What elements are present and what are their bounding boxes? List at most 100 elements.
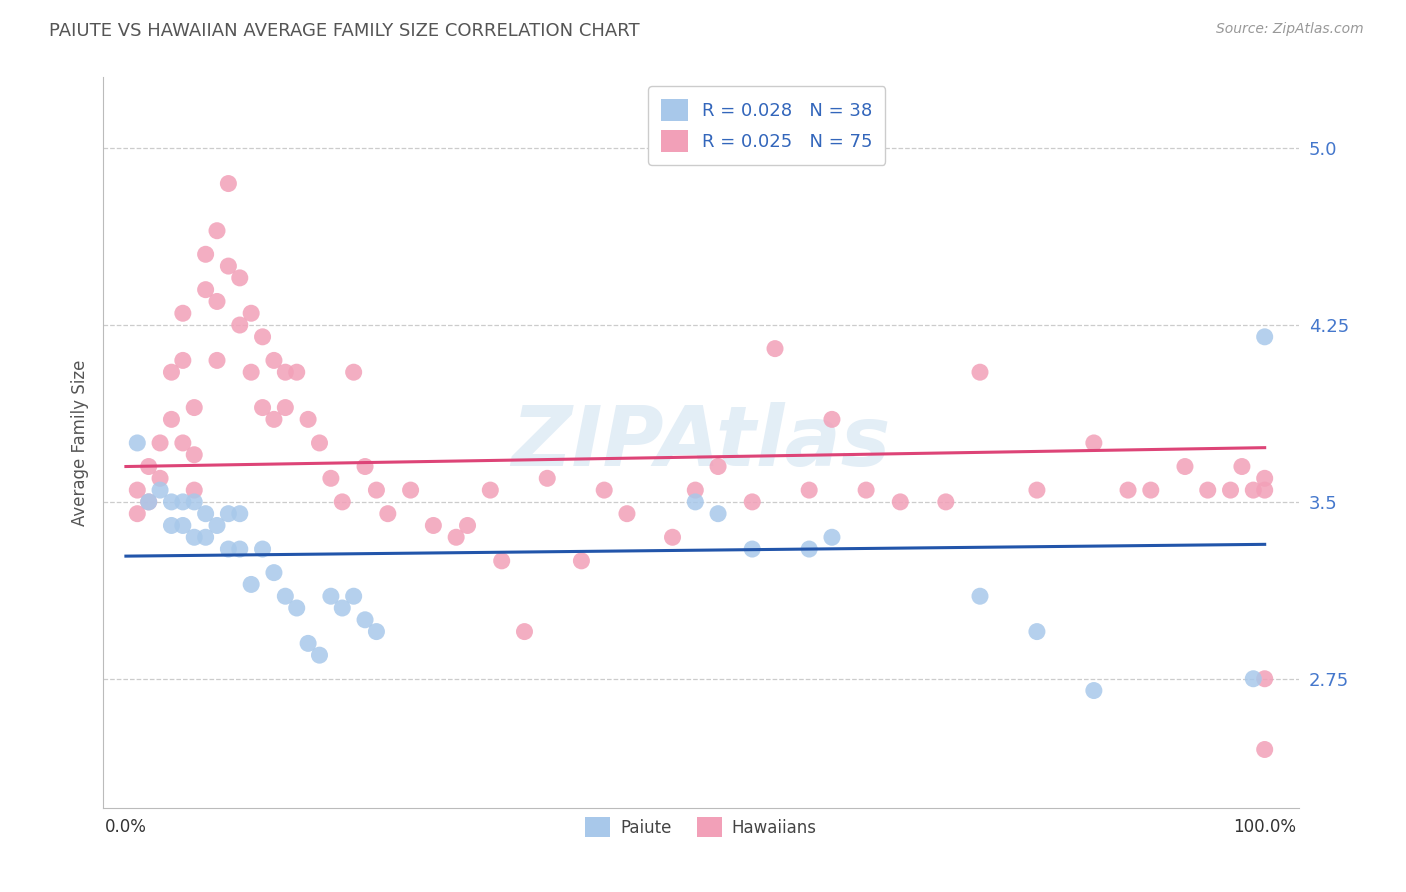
Point	[205, 224, 228, 238]
Point	[593, 483, 616, 497]
Point	[194, 247, 217, 261]
Point	[319, 589, 342, 603]
Point	[183, 401, 205, 415]
Point	[149, 483, 172, 497]
Point	[354, 459, 377, 474]
Point	[491, 554, 513, 568]
Point	[285, 601, 308, 615]
Point	[240, 306, 263, 320]
Point	[252, 401, 274, 415]
Point	[297, 412, 319, 426]
Point	[969, 365, 991, 379]
Point	[354, 613, 377, 627]
Text: Source: ZipAtlas.com: Source: ZipAtlas.com	[1216, 22, 1364, 37]
Point	[1241, 672, 1264, 686]
Point	[799, 483, 821, 497]
Point	[685, 483, 707, 497]
Point	[217, 177, 239, 191]
Point	[183, 530, 205, 544]
Point	[205, 353, 228, 368]
Point	[741, 542, 763, 557]
Point	[536, 471, 558, 485]
Point	[571, 554, 593, 568]
Point	[343, 589, 366, 603]
Point	[319, 471, 342, 485]
Point	[229, 271, 252, 285]
Point	[194, 283, 217, 297]
Point	[616, 507, 638, 521]
Point	[194, 530, 217, 544]
Point	[205, 294, 228, 309]
Point	[263, 353, 285, 368]
Point	[285, 365, 308, 379]
Point	[183, 495, 205, 509]
Point	[217, 507, 239, 521]
Point	[343, 365, 366, 379]
Point	[149, 471, 172, 485]
Point	[935, 495, 957, 509]
Point	[172, 518, 194, 533]
Point	[240, 577, 263, 591]
Point	[1253, 330, 1275, 344]
Point	[1253, 742, 1275, 756]
Point	[160, 412, 183, 426]
Point	[274, 365, 297, 379]
Point	[1253, 672, 1275, 686]
Point	[1253, 483, 1275, 497]
Text: PAIUTE VS HAWAIIAN AVERAGE FAMILY SIZE CORRELATION CHART: PAIUTE VS HAWAIIAN AVERAGE FAMILY SIZE C…	[49, 22, 640, 40]
Point	[252, 542, 274, 557]
Point	[172, 495, 194, 509]
Y-axis label: Average Family Size: Average Family Size	[72, 359, 89, 526]
Point	[1116, 483, 1139, 497]
Point	[263, 566, 285, 580]
Point	[229, 507, 252, 521]
Point	[1083, 436, 1105, 450]
Point	[1083, 683, 1105, 698]
Point	[889, 495, 911, 509]
Point	[1026, 624, 1049, 639]
Point	[217, 259, 239, 273]
Point	[1241, 483, 1264, 497]
Point	[160, 365, 183, 379]
Point	[1174, 459, 1197, 474]
Point	[274, 589, 297, 603]
Point	[172, 436, 194, 450]
Point	[366, 483, 388, 497]
Point	[217, 542, 239, 557]
Point	[513, 624, 536, 639]
Point	[799, 542, 821, 557]
Point	[172, 306, 194, 320]
Point	[308, 648, 330, 662]
Point	[479, 483, 502, 497]
Point	[240, 365, 263, 379]
Point	[1139, 483, 1161, 497]
Point	[707, 459, 730, 474]
Text: ZIPAtlas: ZIPAtlas	[512, 402, 890, 483]
Point	[763, 342, 786, 356]
Point	[160, 518, 183, 533]
Point	[855, 483, 877, 497]
Point	[1026, 483, 1049, 497]
Point	[308, 436, 330, 450]
Point	[138, 495, 160, 509]
Point	[229, 542, 252, 557]
Point	[263, 412, 285, 426]
Point	[661, 530, 683, 544]
Point	[138, 459, 160, 474]
Point	[274, 401, 297, 415]
Point	[183, 448, 205, 462]
Point	[707, 507, 730, 521]
Point	[377, 507, 399, 521]
Point	[252, 330, 274, 344]
Point	[330, 601, 353, 615]
Point	[127, 483, 149, 497]
Point	[821, 530, 844, 544]
Point	[330, 495, 353, 509]
Point	[366, 624, 388, 639]
Point	[138, 495, 160, 509]
Point	[457, 518, 479, 533]
Point	[172, 353, 194, 368]
Point	[422, 518, 444, 533]
Point	[969, 589, 991, 603]
Point	[183, 483, 205, 497]
